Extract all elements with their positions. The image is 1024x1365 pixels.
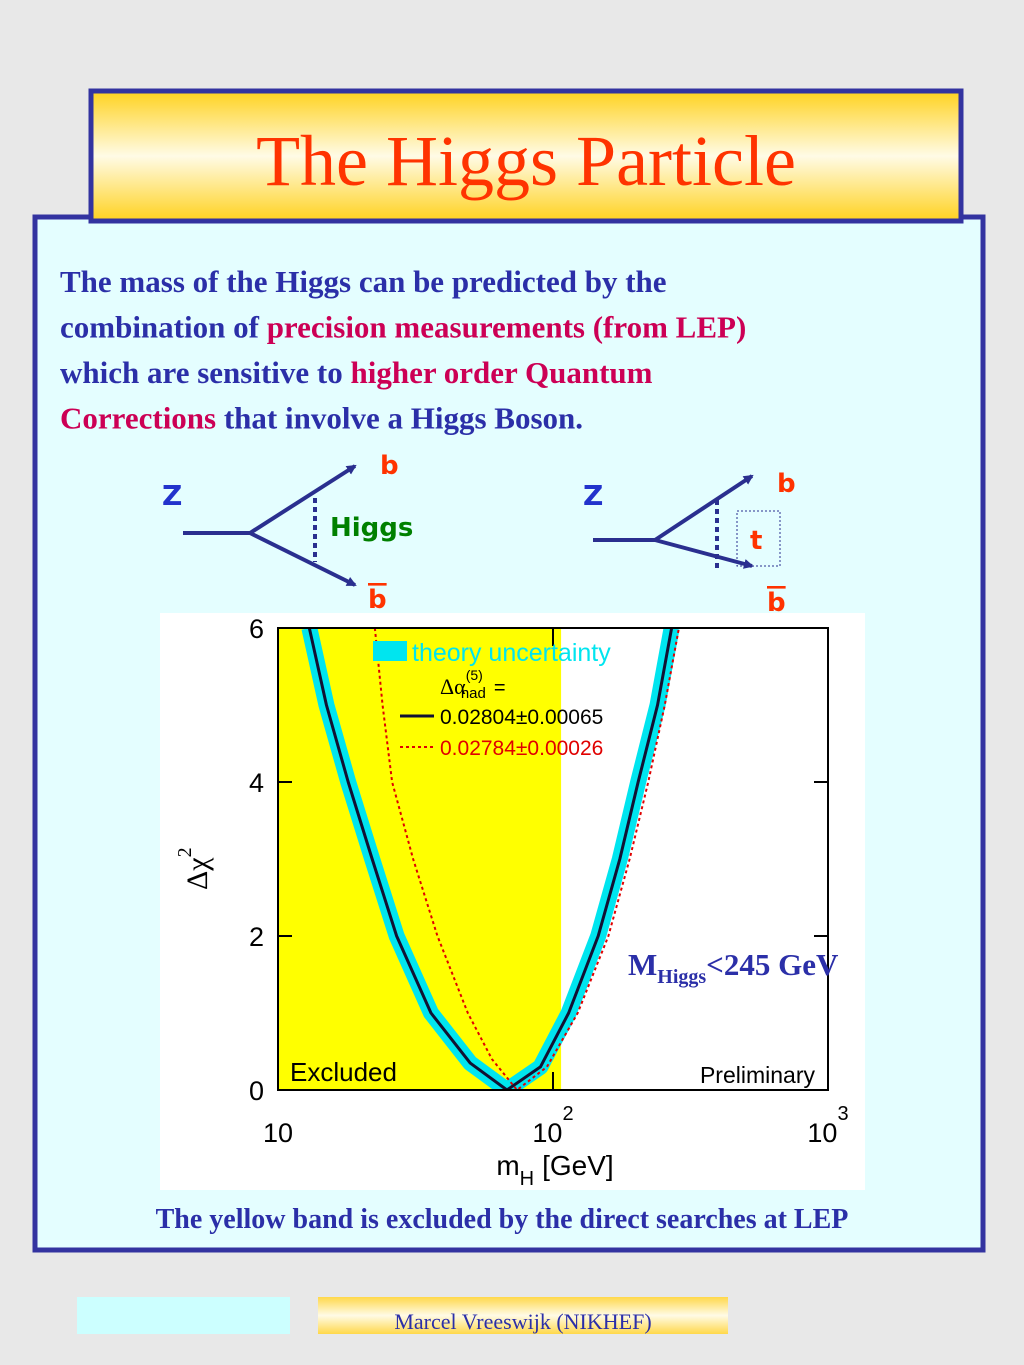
diagram-labels: Z b Higgs b Z b t b: [162, 451, 796, 618]
text-segment: precision measurements (from LEP): [267, 310, 747, 345]
label: t: [750, 526, 762, 556]
footer-block: [77, 1297, 290, 1334]
legend-label: 0.02804±0.00065: [440, 706, 603, 729]
tick-exponent: 2: [562, 1103, 573, 1125]
intro-line: The mass of the Higgs can be predicted b…: [60, 264, 667, 299]
note: Preliminary: [700, 1062, 816, 1088]
series-line: [307, 628, 674, 1090]
arrow: [653, 474, 754, 542]
text-segment: combination of: [60, 310, 267, 345]
legend-title: Δα(5) had =: [440, 667, 506, 702]
title: The Higgs Particle: [256, 121, 796, 201]
intro: The mass of the Higgs can be predicted b…: [60, 264, 746, 436]
subscript: Higgs: [657, 966, 706, 988]
arrow: [248, 464, 357, 535]
x-axis-label: mH [GeV]: [496, 1150, 613, 1190]
tick-base: 10: [807, 1118, 837, 1148]
symbol: Δα: [440, 674, 466, 699]
label: Z: [162, 479, 182, 512]
symbol: Δχ: [181, 857, 214, 890]
intro-line: Corrections that involve a Higgs Boson.: [60, 401, 583, 436]
series-line: [373, 628, 680, 1090]
text: <245 GeV: [706, 947, 839, 982]
legend-swatch: [373, 641, 407, 661]
text-segment: that involve a Higgs Boson.: [216, 401, 583, 436]
label: b: [777, 469, 796, 499]
subscript: had: [461, 685, 486, 702]
plot-area: [301, 628, 680, 1090]
tick-exponent: 3: [837, 1103, 848, 1125]
arrow: [654, 538, 754, 569]
text-segment: which are sensitive to: [60, 355, 350, 390]
y-tick-label: 2: [249, 922, 264, 952]
loop-box: [736, 510, 781, 567]
suffix: =: [494, 677, 506, 699]
legend-label: theory uncertainty: [412, 639, 611, 667]
x-tick-label: 103: [807, 1103, 848, 1148]
intro-line: which are sensitive to higher order Quan…: [60, 355, 653, 390]
label: Z: [583, 479, 603, 512]
y-axis-label: Δχ2: [174, 847, 214, 890]
text-segment: higher order Quantum: [350, 355, 652, 390]
symbol: M: [628, 947, 657, 982]
superscript: (5): [466, 667, 483, 683]
region-label: Excluded: [290, 1057, 397, 1087]
title-box: [88, 88, 964, 224]
footer: Marcel Vreeswijk (NIKHEF): [394, 1309, 651, 1334]
symbol: m: [496, 1150, 519, 1181]
subscript: H: [520, 1168, 534, 1190]
y-tick-label: 6: [249, 614, 264, 644]
x-tick-label: 10: [263, 1118, 293, 1148]
annotation: MHiggs<245 GeV: [628, 947, 839, 988]
superscript: 2: [174, 847, 196, 857]
tick-base: 10: [263, 1118, 293, 1148]
label: b: [380, 451, 399, 481]
text-segment: The mass of the Higgs can be predicted b…: [60, 264, 667, 299]
x-tick-label: 102: [532, 1103, 573, 1148]
y-tick-label: 0: [249, 1076, 264, 1106]
label: Higgs: [330, 513, 413, 543]
intro-line: combination of precision measurements (f…: [60, 310, 746, 345]
arrow: [249, 531, 357, 587]
y-tick-label: 4: [249, 768, 264, 798]
label: b: [767, 588, 786, 618]
tick-base: 10: [532, 1118, 562, 1148]
caption: The yellow band is excluded by the direc…: [156, 1204, 849, 1235]
legend-label: 0.02784±0.00026: [440, 737, 603, 760]
unit: [GeV]: [542, 1150, 614, 1181]
text-segment: Corrections: [60, 401, 216, 436]
diagram: [183, 464, 781, 587]
footer-box: [318, 1297, 728, 1334]
label: b: [368, 585, 387, 615]
